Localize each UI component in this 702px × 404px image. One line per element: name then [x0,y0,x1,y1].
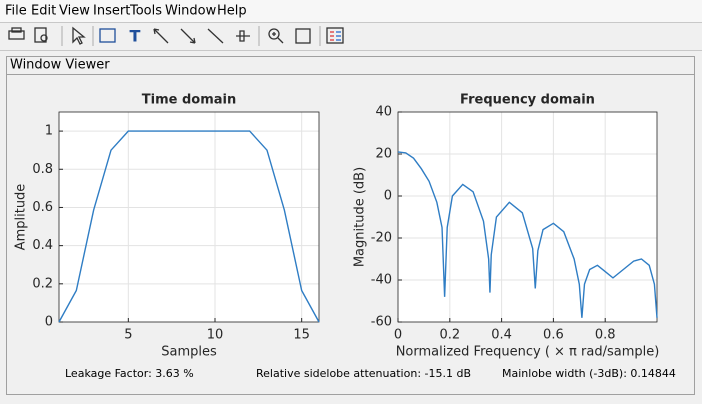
menu-item[interactable]: Window [165,4,217,19]
x-tick-label: 0.8 [595,328,616,343]
y-tick-label: 1 [45,124,53,139]
x-tick-label: 0.4 [491,328,512,343]
y-axis-label: Magnitude (dB) [353,167,368,267]
pointer-button[interactable] [72,26,86,45]
sidelobe-attenuation: Relative sidelobe attenuation: -15.1 dB [256,367,471,380]
y-tick-label: 0 [45,315,53,330]
y-tick-label: -40 [371,273,392,288]
line-button[interactable] [207,28,224,44]
x-tick-label: 15 [293,328,310,343]
y-tick-label: 0.6 [32,200,53,215]
menu-item[interactable]: Insert [93,4,130,19]
menu-item[interactable]: View [59,4,90,19]
y-tick-label: 0.2 [32,276,53,291]
panel-title: Window Viewer [10,58,110,73]
menu-item[interactable]: Tools [129,4,162,19]
preview-button[interactable] [34,27,48,43]
series-line [397,151,658,318]
legend-button[interactable] [326,27,344,44]
x-tick-label: 10 [207,328,224,343]
plot-area [59,112,319,322]
y-tick-label: -60 [371,315,392,330]
pin-button[interactable] [236,30,250,42]
y-tick-label: -20 [371,231,392,246]
x-axis-label: Normalized Frequency ( × π rad/sample) [396,345,660,360]
arrow-button[interactable] [180,28,196,44]
x-tick-label: 0 [394,328,402,343]
arrow-button[interactable] [153,28,169,44]
text-button[interactable]: T [130,27,141,46]
print-button[interactable] [8,27,25,40]
y-tick-label: 0.4 [32,238,53,253]
y-tick-label: 40 [375,105,392,120]
y-tick-label: 20 [375,147,392,162]
menu-item[interactable]: Help [217,4,247,19]
chart-title: Time domain [142,93,236,108]
menu-bar [0,0,702,22]
series-line [58,130,320,323]
menu-item[interactable]: Edit [31,4,56,19]
y-tick-label: 0.8 [32,162,53,177]
x-tick-label: 0.2 [439,328,460,343]
plot-area [398,112,657,322]
chart-title: Frequency domain [460,93,595,108]
x-tick-label: 5 [124,328,132,343]
zoom-button[interactable] [268,28,284,44]
mainlobe-width: Mainlobe width (-3dB): 0.14844 [502,367,676,380]
leakage-factor: Leakage Factor: 3.63 % [65,367,194,380]
toolbar: T [8,26,344,46]
y-tick-label: 0 [384,189,392,204]
y-axis-label: Amplitude [14,184,29,251]
x-axis-label: Samples [161,345,217,360]
rect-button[interactable] [99,28,116,43]
x-tick-label: 0.6 [543,328,564,343]
axes-box [58,111,320,323]
fit-button[interactable] [295,28,311,44]
axes-box [397,111,658,323]
menu-item[interactable]: File [5,4,27,19]
